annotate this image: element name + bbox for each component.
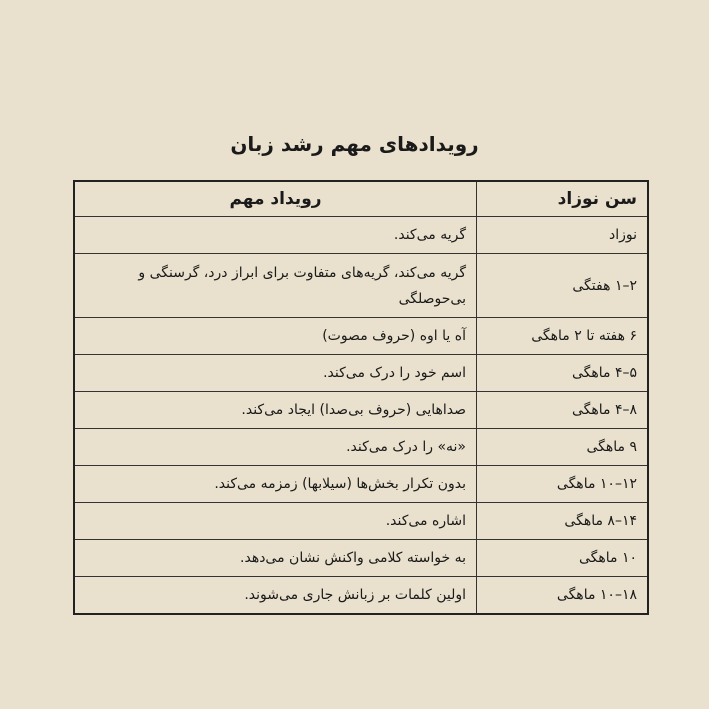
age-cell: ۸–۴ ماهگی	[476, 391, 649, 429]
age-cell: ۱۲–۱۰ ماهگی	[476, 465, 649, 503]
event-cell: اشاره می‌کند.	[73, 502, 477, 540]
age-cell: ۱۸–۱۰ ماهگی	[476, 576, 649, 615]
event-cell: بدون تکرار بخش‌ها (سیلابها) زمزمه می‌کند…	[73, 465, 477, 503]
language-milestones-table: سن نوزاد رویداد مهم نوزاد گریه می‌کند. ۲–۱…	[73, 180, 649, 615]
table-row: ۱۲–۱۰ ماهگی بدون تکرار بخش‌ها (سیلابها) ز…	[73, 465, 649, 503]
table-row: ۲–۱ هفتگی گریه می‌کند، گریه‌های متفاوت بر…	[73, 253, 649, 318]
event-cell: گریه می‌کند، گریه‌های متفاوت برای ابراز …	[73, 253, 477, 318]
age-cell: ۹ ماهگی	[476, 428, 649, 466]
table-title: رویدادهای مهم رشد زبان	[230, 132, 479, 156]
event-cell: به خواسته کلامی واکنش نشان می‌دهد.	[73, 539, 477, 577]
table-row: ۸–۴ ماهگی صداهایی (حروف بی‌صدا) ایجاد می‌…	[73, 391, 649, 429]
table-row: ۱۰ ماهگی به خواسته کلامی واکنش نشان می‌ده…	[73, 539, 649, 577]
table-row: ۱۸–۱۰ ماهگی اولین کلمات بر زبانش جاری می‌…	[73, 576, 649, 615]
event-cell: اسم خود را درک می‌کند.	[73, 354, 477, 392]
table-row: نوزاد گریه می‌کند.	[73, 216, 649, 254]
age-cell: ۱۴–۸ ماهگی	[476, 502, 649, 540]
event-cell: اولین کلمات بر زبانش جاری می‌شوند.	[73, 576, 477, 615]
age-cell: ۶ هفته تا ۲ ماهگی	[476, 317, 649, 355]
table-row: ۵–۴ ماهگی اسم خود را درک می‌کند.	[73, 354, 649, 392]
event-cell: گریه می‌کند.	[73, 216, 477, 254]
event-cell: «نه» را درک می‌کند.	[73, 428, 477, 466]
table-row: ۱۴–۸ ماهگی اشاره می‌کند.	[73, 502, 649, 540]
age-cell: ۵–۴ ماهگی	[476, 354, 649, 392]
header-age: سن نوزاد	[476, 180, 649, 217]
header-event: رویداد مهم	[73, 180, 477, 217]
event-cell: آه یا اوه (حروف مصوت)	[73, 317, 477, 355]
age-cell: نوزاد	[476, 216, 649, 254]
age-cell: ۲–۱ هفتگی	[476, 253, 649, 318]
table-header-row: سن نوزاد رویداد مهم	[73, 180, 649, 217]
event-cell: صداهایی (حروف بی‌صدا) ایجاد می‌کند.	[73, 391, 477, 429]
age-cell: ۱۰ ماهگی	[476, 539, 649, 577]
table-row: ۹ ماهگی «نه» را درک می‌کند.	[73, 428, 649, 466]
table-row: ۶ هفته تا ۲ ماهگی آه یا اوه (حروف مصوت)	[73, 317, 649, 355]
